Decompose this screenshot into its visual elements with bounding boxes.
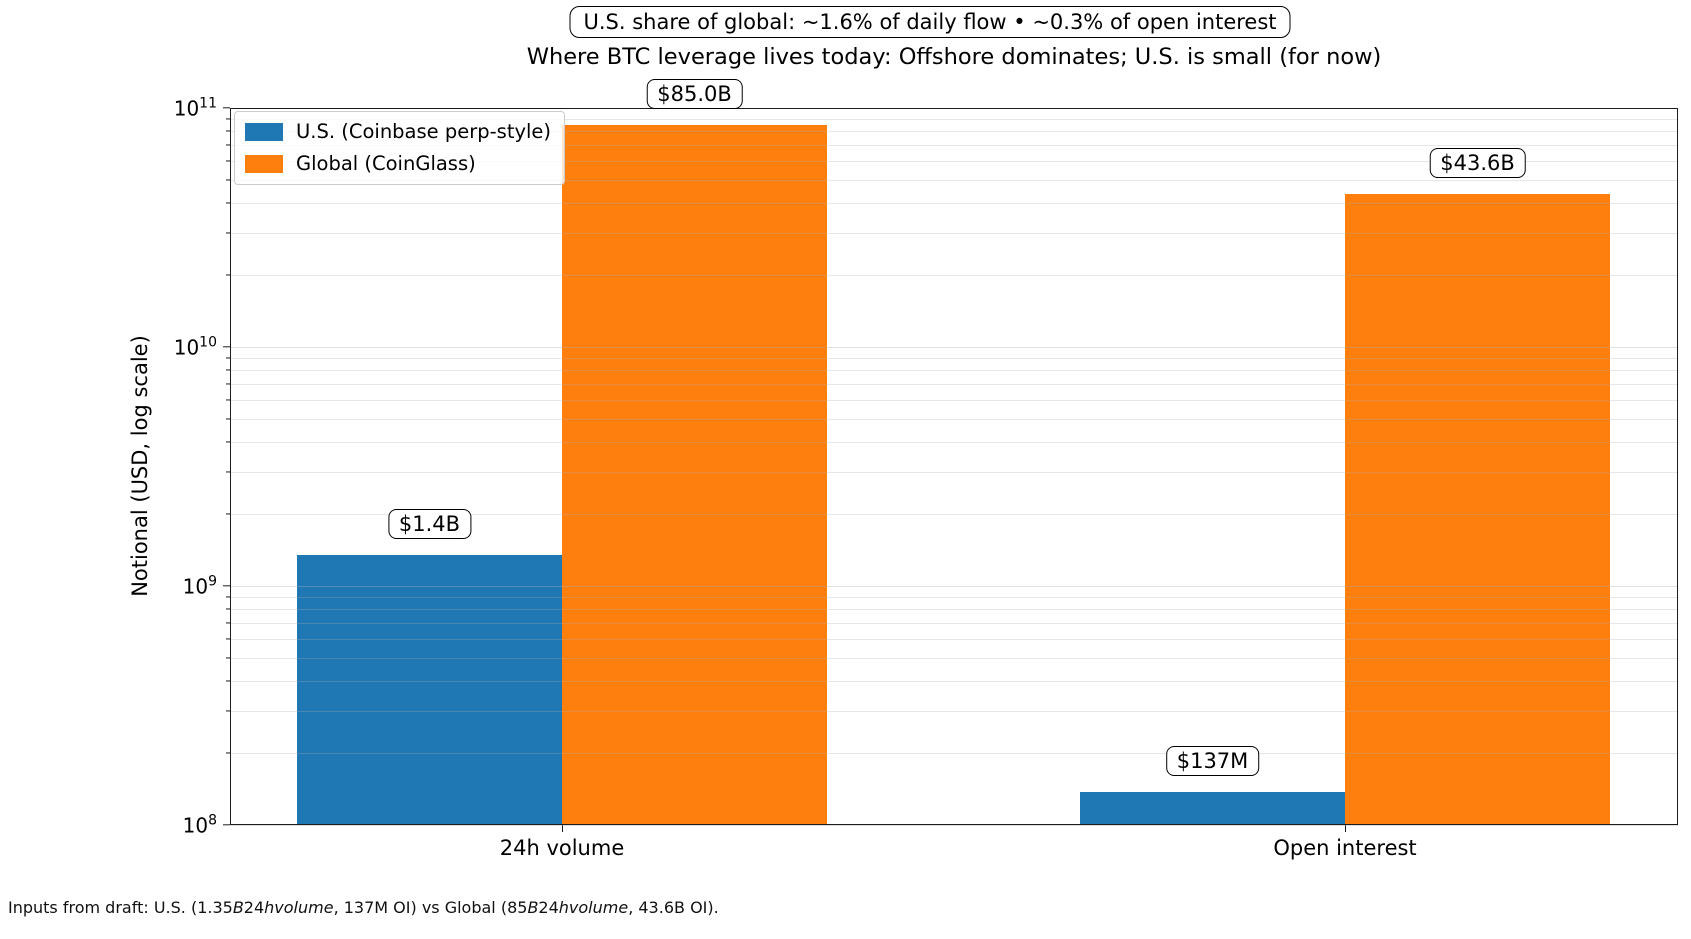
footnote: Inputs from draft: U.S. (1.35B24hvolume,… xyxy=(8,898,719,917)
footnote-text-segment: 24 xyxy=(538,898,559,917)
legend-label: Global (CoinGlass) xyxy=(296,152,476,175)
footnote-text-segment: 24 xyxy=(243,898,265,917)
gridline-minor xyxy=(230,418,1678,421)
y-axis-major-tick xyxy=(223,346,230,348)
x-axis-tick xyxy=(562,825,564,832)
gridline-minor xyxy=(230,179,1678,182)
gridline-major xyxy=(230,347,1678,349)
chart-title: Where BTC leverage lives today: Offshore… xyxy=(526,44,1382,70)
gridline-minor xyxy=(230,232,1678,235)
y-axis-minor-tick xyxy=(226,657,230,659)
y-axis-label: Notional (USD, log scale) xyxy=(128,335,152,597)
gridline-minor xyxy=(230,609,1678,611)
bar-value-label: $1.4B xyxy=(387,508,472,539)
bar-value-label: $137M xyxy=(1165,746,1260,777)
footnote-math-segment: B xyxy=(527,898,539,917)
y-axis-minor-tick xyxy=(226,752,230,754)
gridline-minor xyxy=(230,681,1678,683)
gridline-minor xyxy=(230,370,1678,372)
gridline-minor xyxy=(230,514,1678,516)
share-annotation-box: U.S. share of global: ~1.6% of daily flo… xyxy=(569,6,1291,38)
footnote-math-segment: hvolume xyxy=(558,898,629,917)
y-axis-minor-tick xyxy=(226,144,230,146)
bar-global-open-interest xyxy=(1345,194,1610,825)
footnote-math-segment: hvolume xyxy=(264,898,334,917)
footnote-text-segment: 43.6B OI). xyxy=(638,898,719,917)
bar-u-s-open-interest xyxy=(1080,792,1345,825)
y-axis-minor-tick xyxy=(226,202,230,204)
y-axis-minor-tick xyxy=(226,638,230,640)
y-tick-label: 109 xyxy=(182,573,217,599)
y-axis-minor-tick xyxy=(226,232,230,234)
legend: U.S. (Coinbase perp-style) Global (CoinGl… xyxy=(234,111,566,185)
bar-value-label: $85.0B xyxy=(646,78,743,109)
legend-swatch xyxy=(245,122,283,141)
gridline-major xyxy=(230,108,1678,110)
gridline-minor xyxy=(230,118,1678,121)
share-annotation-text: U.S. share of global: ~1.6% of daily flo… xyxy=(583,10,1277,34)
y-axis-minor-tick xyxy=(226,130,230,132)
plot-area: U.S. (Coinbase perp-style) Global (CoinGl… xyxy=(174,78,1678,860)
y-axis-minor-tick xyxy=(226,471,230,473)
bar-u-s-24h-volume xyxy=(297,554,562,825)
gridline-minor xyxy=(230,657,1678,660)
y-axis-minor-tick xyxy=(226,608,230,610)
y-axis-minor-tick xyxy=(226,160,230,162)
y-tick-label: 1010 xyxy=(173,334,217,360)
y-axis-minor-tick xyxy=(226,418,230,420)
gridline-minor xyxy=(230,442,1678,444)
gridline-minor xyxy=(230,471,1678,474)
gridline-minor xyxy=(230,596,1678,599)
x-tick-label-open-interest: Open interest xyxy=(1273,836,1417,860)
y-axis-minor-tick xyxy=(226,179,230,181)
legend-item: U.S. (Coinbase perp-style) xyxy=(245,120,551,143)
y-axis-minor-tick xyxy=(226,399,230,401)
gridline-minor xyxy=(230,710,1678,713)
y-axis-minor-tick xyxy=(226,513,230,515)
footnote-text-segment: 85 xyxy=(507,898,528,917)
y-axis-minor-tick xyxy=(226,357,230,359)
y-axis-minor-tick xyxy=(226,383,230,385)
gridline-minor xyxy=(230,623,1678,625)
footnote-text-segment: 1.35 xyxy=(197,898,233,917)
gridline-major xyxy=(230,825,1678,827)
y-axis-major-tick xyxy=(223,107,230,109)
gridline-minor xyxy=(230,161,1678,163)
y-tick-label: 108 xyxy=(182,812,217,838)
gridline-minor xyxy=(230,357,1678,360)
y-tick-label: 1011 xyxy=(173,95,217,121)
legend-swatch xyxy=(245,154,283,173)
gridline-minor xyxy=(230,203,1678,205)
gridline-major xyxy=(230,586,1678,588)
x-tick-label-24h-volume: 24h volume xyxy=(499,836,625,860)
y-axis-minor-tick xyxy=(226,369,230,371)
gridline-minor xyxy=(230,639,1678,641)
x-axis-tick xyxy=(1345,825,1347,832)
y-axis-major-tick xyxy=(223,585,230,587)
bar-global-24h-volume xyxy=(562,124,827,825)
legend-item: Global (CoinGlass) xyxy=(245,152,551,175)
y-axis-minor-tick xyxy=(226,596,230,598)
footnote-math-segment: B xyxy=(232,898,244,917)
footnote-text-segment: , xyxy=(628,898,639,917)
gridline-minor xyxy=(230,145,1678,147)
bar-value-label: $43.6B xyxy=(1429,148,1526,179)
footnote-text-segment: , 137M OI) vs Global ( xyxy=(333,898,508,917)
gridline-minor xyxy=(230,400,1678,402)
footnote-text-segment: Inputs from draft: U.S. ( xyxy=(8,898,198,917)
gridline-minor xyxy=(230,275,1678,277)
y-axis-minor-tick xyxy=(226,680,230,682)
y-axis-minor-tick xyxy=(226,622,230,624)
gridline-minor xyxy=(230,753,1678,755)
y-axis-minor-tick xyxy=(226,710,230,712)
y-axis-minor-tick xyxy=(226,274,230,276)
legend-label: U.S. (Coinbase perp-style) xyxy=(296,120,552,143)
y-axis-minor-tick xyxy=(226,441,230,443)
gridline-minor xyxy=(230,384,1678,386)
gridline-minor xyxy=(230,131,1678,133)
y-axis-minor-tick xyxy=(226,118,230,120)
y-axis-major-tick xyxy=(223,824,230,826)
